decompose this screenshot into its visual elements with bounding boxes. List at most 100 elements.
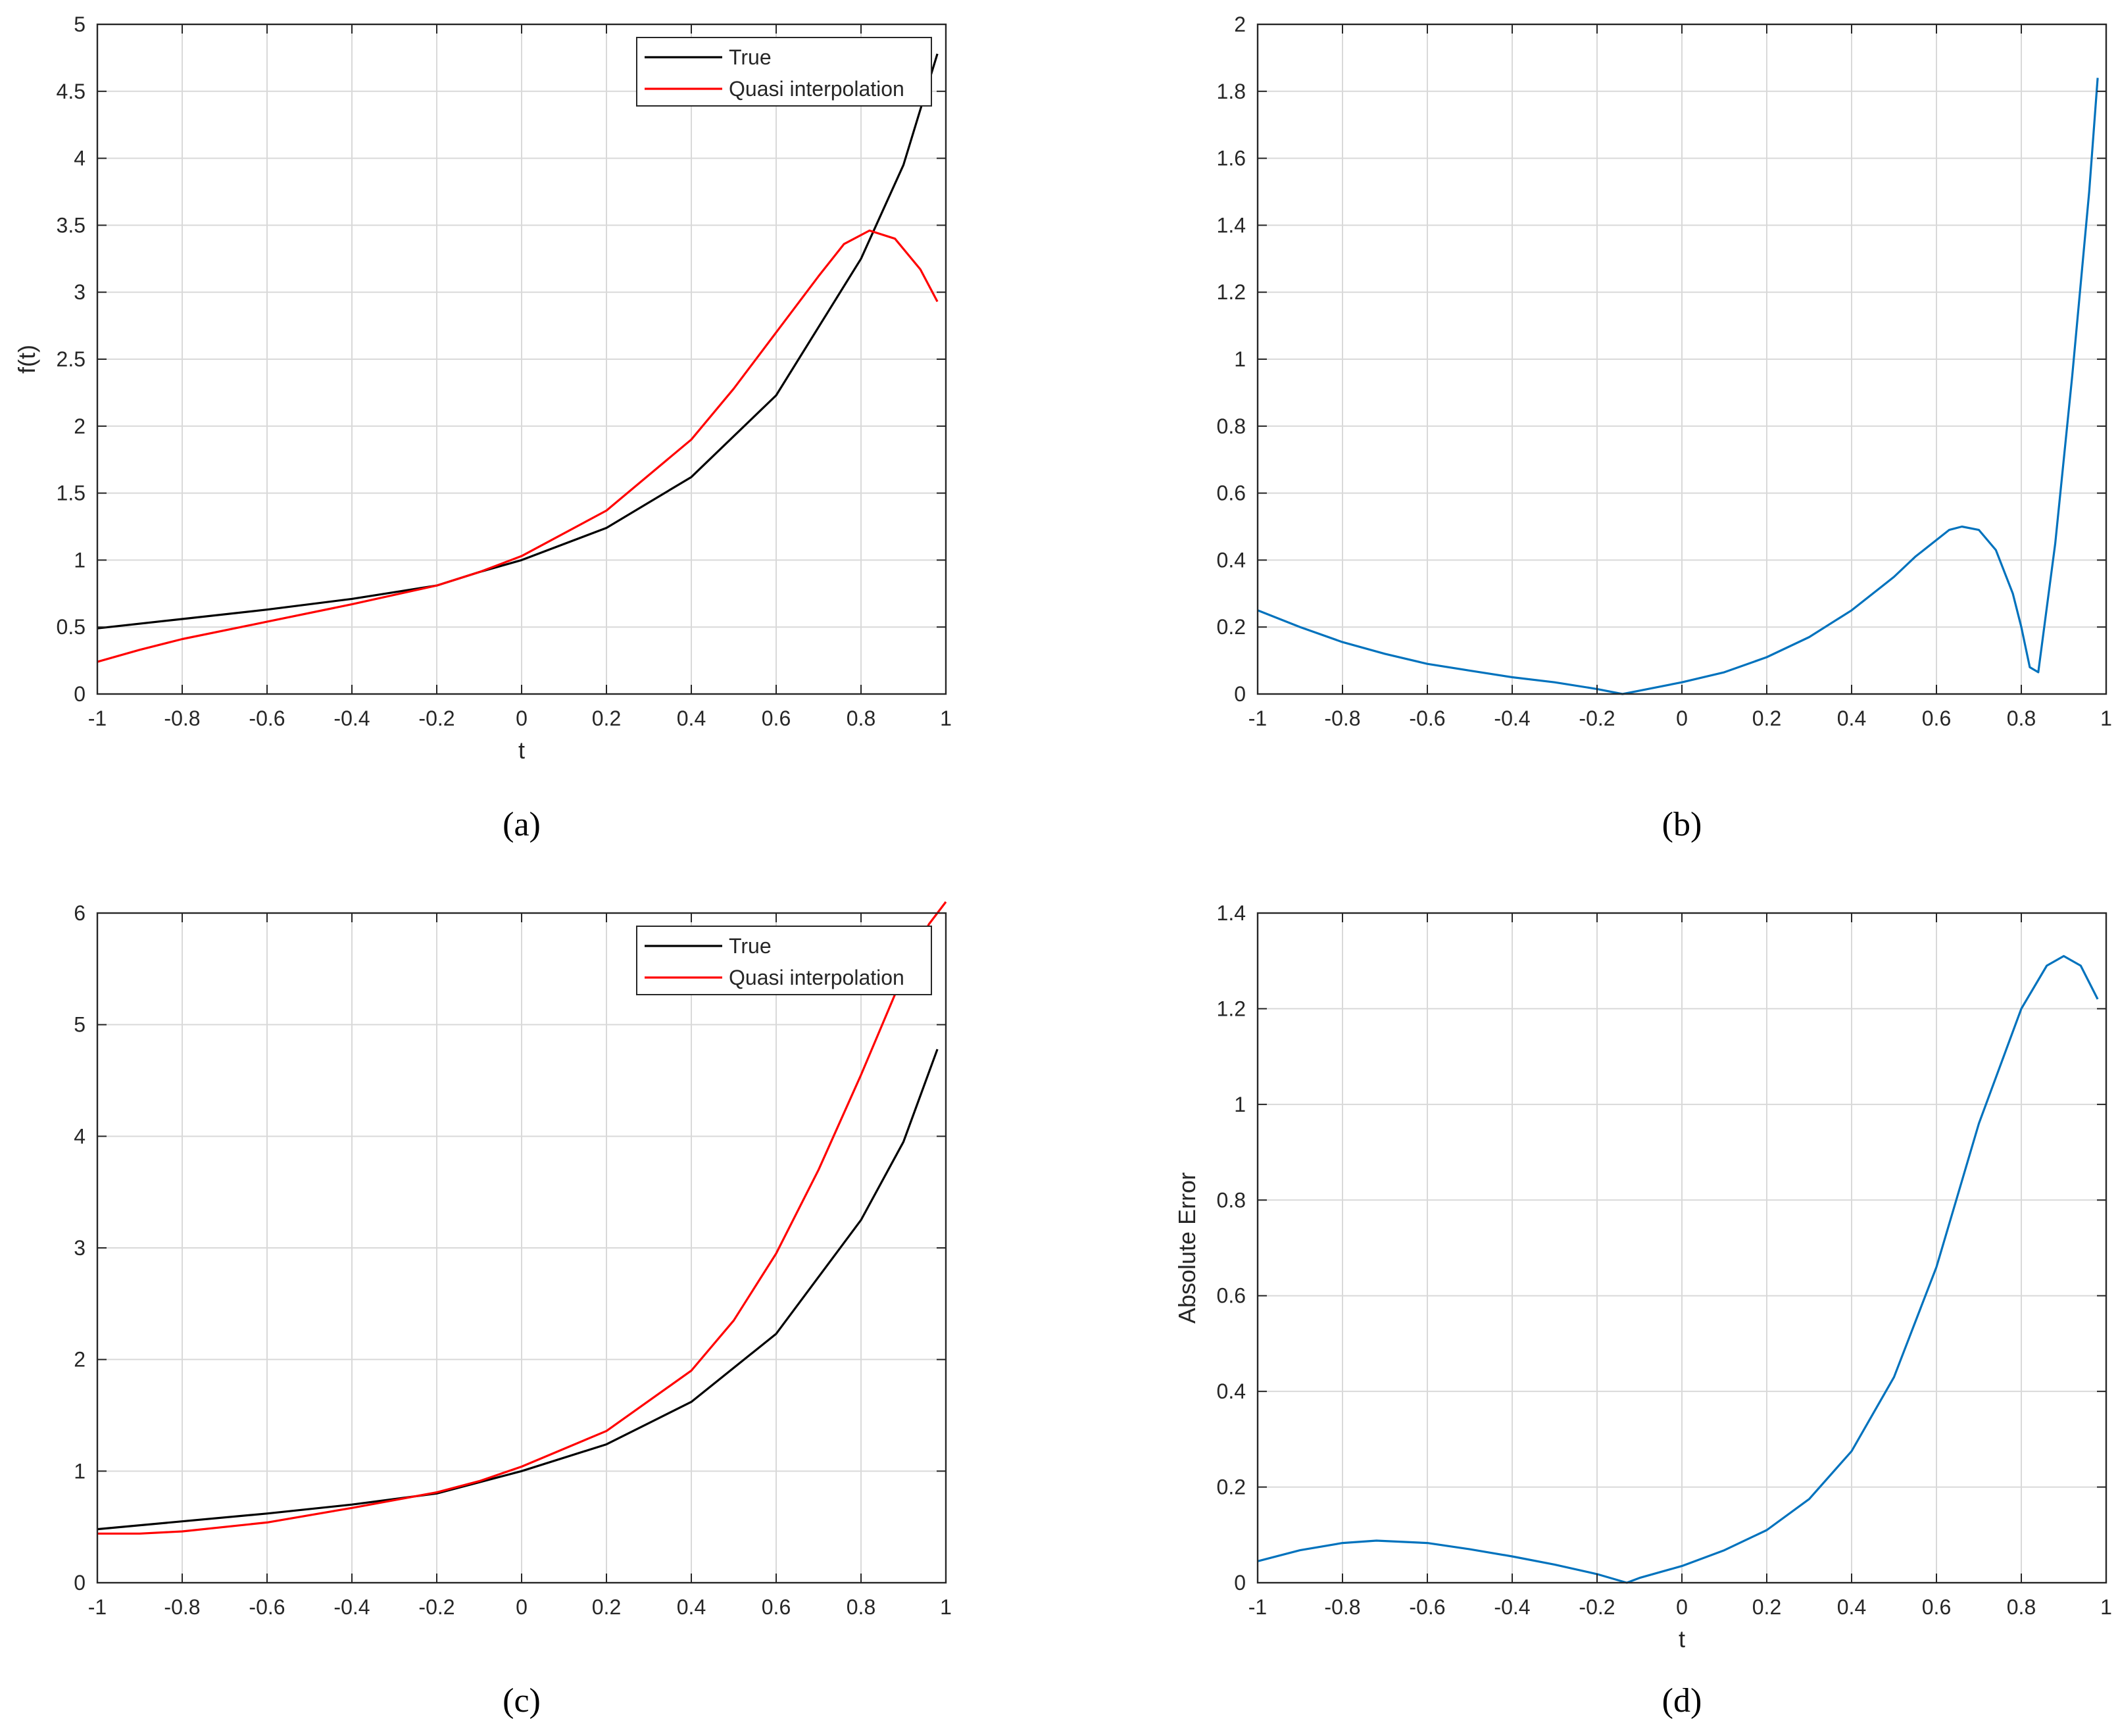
chart-caption: (b) [1662, 806, 1702, 843]
x-tick-label: 1 [2100, 707, 2112, 730]
y-tick-label: 1.5 [57, 482, 86, 505]
y-tick-label: 0.4 [1217, 548, 1246, 572]
x-tick-label: 0.8 [2007, 707, 2036, 730]
series-line-error [1257, 78, 2099, 695]
chart-a: -1 -0.8 -0.6 -0.4 -0.2 0 0.2 0.4 0.6 0.8 1 0 0.5 1 1.5… [13, 12, 952, 843]
x-tick-label: 0.2 [1752, 707, 1781, 730]
y-tick-label: 0 [1234, 682, 1246, 706]
x-tick-label: 0.4 [1837, 707, 1866, 730]
x-tick-label: -0.2 [418, 707, 455, 730]
y-tick-label: 1.8 [1217, 80, 1246, 103]
legend-entry: True [729, 934, 772, 958]
x-tick-label: -0.2 [418, 1595, 455, 1619]
x-tick-label: 0.6 [762, 707, 791, 730]
y-tick-label: 1 [1234, 1093, 1246, 1116]
y-tick-label: 0.6 [1217, 482, 1246, 505]
chart-caption: (d) [1662, 1682, 1702, 1720]
y-tick-label: 5 [74, 1013, 86, 1037]
y-tick-label: 0 [74, 1571, 86, 1595]
y-tick-label: 2 [1234, 12, 1246, 36]
y-tick-label: 0.6 [1217, 1284, 1246, 1308]
y-tick-label: 4.5 [57, 80, 86, 103]
x-tick-label: -0.8 [164, 707, 200, 730]
y-tick-label: 1.6 [1217, 147, 1246, 170]
y-tick-label: 0 [74, 682, 86, 706]
y-tick-label: 0.5 [57, 615, 86, 639]
x-tick-label: 0.6 [1922, 707, 1951, 730]
x-tick-label: 0.8 [847, 707, 875, 730]
x-tick-label: 0.6 [762, 1595, 791, 1619]
series-line-error [1257, 955, 2099, 1584]
legend: True Quasi interpolation [636, 926, 932, 995]
x-tick-label: 1 [940, 707, 952, 730]
legend: True Quasi interpolation [636, 37, 932, 107]
y-tick-label: 3 [74, 1236, 86, 1260]
series-line-quasi-interpolation [97, 229, 939, 663]
x-tick-label: 0.8 [2007, 1595, 2036, 1619]
x-tick-label: 0.2 [592, 1595, 621, 1619]
x-tick-label: 0.2 [1752, 1595, 1781, 1619]
y-axis-label: f(t) [13, 345, 40, 374]
y-axis-label: Absolute Error [1173, 1172, 1200, 1324]
legend-box [636, 37, 932, 107]
y-tick-label: 0.4 [1217, 1379, 1246, 1403]
legend-box [636, 926, 932, 995]
x-tick-label: -0.4 [333, 1595, 370, 1619]
x-tick-label: -0.4 [1494, 707, 1530, 730]
x-tick-label: -1 [1248, 707, 1267, 730]
x-tick-label: -0.4 [333, 707, 370, 730]
x-tick-label: 0.4 [677, 707, 706, 730]
x-tick-label: -0.4 [1494, 1595, 1530, 1619]
y-tick-label: 1 [1234, 347, 1246, 371]
x-tick-label: -0.6 [1409, 1595, 1445, 1619]
y-tick-label: 2 [74, 1348, 86, 1372]
x-tick-label: -1 [88, 1595, 107, 1619]
x-tick-label: 0 [516, 707, 528, 730]
series-line-true [97, 53, 939, 630]
y-tick-label: 2 [74, 414, 86, 438]
x-axis-label: t [1679, 1625, 1685, 1652]
y-tick-label: 1 [74, 548, 86, 572]
x-tick-label: -1 [1248, 1595, 1267, 1619]
x-tick-label: -0.2 [1579, 707, 1615, 730]
chart-c: -1 -0.8 -0.6 -0.4 -0.2 0 0.2 0.4 0.6 0.8 1 0 1 2 3 4 5 6 T… [74, 901, 952, 1720]
x-tick-label: 0.2 [592, 707, 621, 730]
y-tick-label: 1.2 [1217, 997, 1246, 1020]
y-tick-label: 6 [74, 901, 86, 925]
chart-d: -1 -0.8 -0.6 -0.4 -0.2 0 0.2 0.4 0.6 0.8 1 0 0.2 0.4 0… [1173, 901, 2112, 1720]
x-tick-label: -0.8 [164, 1595, 200, 1619]
x-tick-label: -1 [88, 707, 107, 730]
x-tick-label: -0.6 [1409, 707, 1445, 730]
series-line-true [97, 1049, 939, 1531]
x-tick-label: -0.8 [1324, 1595, 1360, 1619]
x-tick-label: 0.6 [1922, 1595, 1951, 1619]
x-tick-label: -0.6 [249, 1595, 285, 1619]
x-tick-label: 0.4 [677, 1595, 706, 1619]
y-tick-label: 0.8 [1217, 1188, 1246, 1212]
y-tick-label: 0.2 [1217, 615, 1246, 639]
y-tick-label: 0.8 [1217, 414, 1246, 438]
y-tick-label: 1.2 [1217, 280, 1246, 304]
y-tick-label: 0 [1234, 1571, 1246, 1595]
legend-entry: True [729, 45, 772, 69]
y-tick-label: 1 [74, 1459, 86, 1483]
chart-caption: (c) [503, 1682, 541, 1720]
y-tick-label: 5 [74, 12, 86, 36]
x-tick-label: 1 [940, 1595, 952, 1619]
chart-caption: (a) [503, 806, 541, 843]
chart-b: -1 -0.8 -0.6 -0.4 -0.2 0 0.2 0.4 0.6 0.8 1 0 0.2 0.4 0… [1217, 12, 2112, 843]
series-line-quasi-interpolation [97, 901, 947, 1535]
x-tick-label: 0 [516, 1595, 528, 1619]
x-axis-label: t [518, 737, 525, 764]
x-tick-label: -0.8 [1324, 707, 1360, 730]
x-tick-label: 0.4 [1837, 1595, 1866, 1619]
legend-entry: Quasi interpolation [729, 966, 904, 989]
x-tick-label: 0.8 [847, 1595, 875, 1619]
y-tick-label: 0.2 [1217, 1476, 1246, 1499]
legend-entry: Quasi interpolation [729, 77, 904, 101]
y-tick-label: 4 [74, 1124, 86, 1148]
x-tick-label: 0 [1676, 707, 1688, 730]
y-tick-label: 1.4 [1217, 901, 1246, 925]
y-tick-label: 4 [74, 147, 86, 170]
